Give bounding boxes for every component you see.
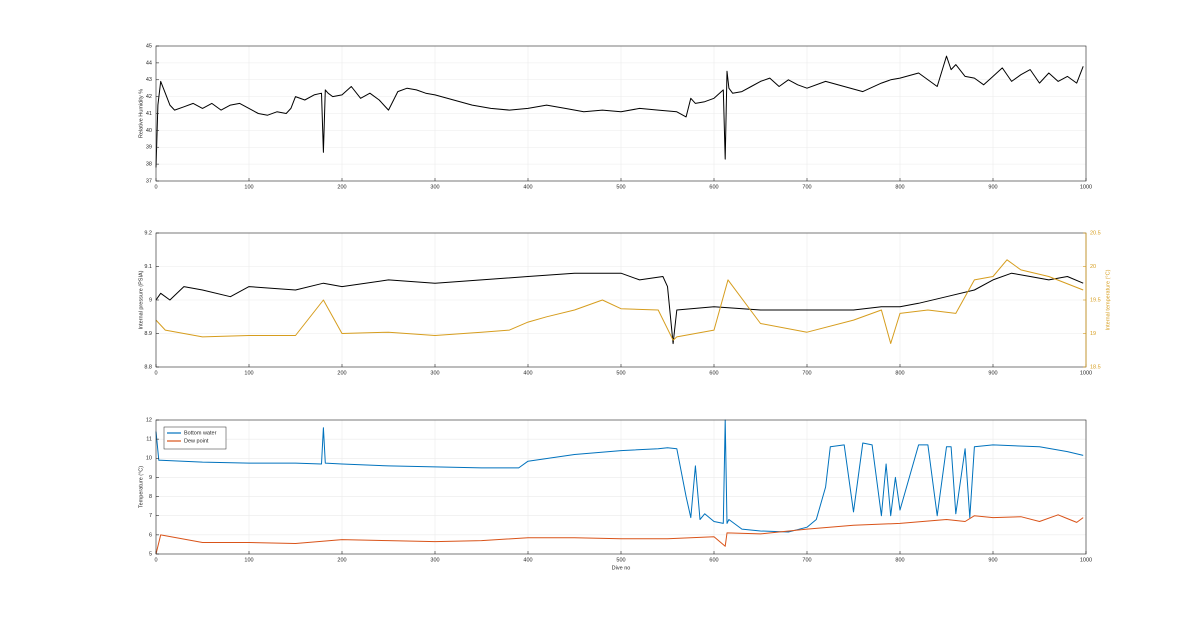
y-tick-label: 38 — [146, 162, 152, 168]
series-line-2-1 — [155, 272, 1084, 345]
x-tick-label: 0 — [154, 184, 157, 190]
x-tick-label: 900 — [988, 557, 997, 563]
x-tick-label: 900 — [988, 370, 997, 376]
y-tick-label: 41 — [146, 111, 152, 117]
x-tick-label: 200 — [337, 557, 346, 563]
x-tick-label: 800 — [895, 370, 904, 376]
y-tick-label: 8.8 — [144, 364, 152, 370]
y-axis-label: Internal pressure (PSIA) — [138, 270, 144, 329]
x-tick-label: 300 — [430, 370, 439, 376]
legend-label: Bottom water — [184, 430, 217, 436]
y-tick-label: 5 — [149, 551, 152, 557]
y-tick-label: 44 — [146, 60, 152, 66]
x-tick-label: 0 — [154, 557, 157, 563]
x-tick-label: 100 — [244, 370, 253, 376]
y-tick-label: 8 — [149, 494, 152, 500]
y-tick-label: 45 — [146, 43, 152, 49]
x-tick-label: 400 — [523, 557, 532, 563]
series-line-1-1 — [155, 55, 1084, 168]
x-tick-label: 800 — [895, 557, 904, 563]
y-tick-label: 37 — [146, 178, 152, 184]
legend-label: Dew point — [184, 438, 209, 444]
y-tick-label: 9.1 — [144, 264, 152, 270]
y-tick-label: 6 — [149, 532, 152, 538]
y-right-tick-label: 19 — [1090, 331, 1096, 337]
y-tick-label: 40 — [146, 128, 152, 134]
y-tick-label: 9 — [149, 297, 152, 303]
x-tick-label: 300 — [430, 184, 439, 190]
x-tick-label: 1000 — [1080, 184, 1092, 190]
x-tick-label: 800 — [895, 184, 904, 190]
y-right-tick-label: 18.5 — [1090, 364, 1101, 370]
x-tick-label: 600 — [709, 184, 718, 190]
y-axis-label: Temperature (°C) — [138, 466, 144, 508]
x-tick-label: 1000 — [1080, 557, 1092, 563]
y-axis-label: Relative Humidity % — [138, 89, 144, 138]
y-right-tick-label: 20.5 — [1090, 230, 1101, 236]
x-tick-label: 500 — [616, 557, 625, 563]
x-tick-label: 1000 — [1080, 370, 1092, 376]
x-tick-label: 300 — [430, 557, 439, 563]
x-tick-label: 500 — [616, 370, 625, 376]
series-line-2-2 — [155, 259, 1084, 344]
x-tick-label: 400 — [523, 370, 532, 376]
y-right-tick-label: 20 — [1090, 264, 1096, 270]
y-tick-label: 10 — [146, 456, 152, 462]
y-tick-label: 8.9 — [144, 331, 152, 337]
x-tick-label: 900 — [988, 184, 997, 190]
x-tick-label: 600 — [709, 557, 718, 563]
x-tick-label: 700 — [802, 557, 811, 563]
x-tick-label: 700 — [802, 370, 811, 376]
y-right-tick-label: 19.5 — [1090, 297, 1101, 303]
chart-panel-2: 0 100 200 300 400 500 600 700 800 900 1000 8.8 8.9 9 9… — [138, 230, 1111, 376]
x-tick-label: 200 — [337, 184, 346, 190]
y-tick-label: 42 — [146, 94, 152, 100]
x-tick-label: 600 — [709, 370, 718, 376]
x-tick-label: 500 — [616, 184, 625, 190]
x-tick-label: 200 — [337, 370, 346, 376]
x-axis-label: Dive no — [612, 565, 631, 571]
y-tick-label: 9.2 — [144, 230, 152, 236]
series-line-bottom-water — [155, 419, 1084, 533]
y-tick-label: 43 — [146, 77, 152, 83]
x-tick-label: 100 — [244, 184, 253, 190]
y-tick-label: 39 — [146, 145, 152, 151]
x-tick-label: 0 — [154, 370, 157, 376]
chart-panel-3: 0 100 200 300 400 500 600 700 800 900 1000 5 6 7 8 9 10 1… — [138, 417, 1092, 571]
y-tick-label: 11 — [146, 437, 152, 443]
x-tick-label: 100 — [244, 557, 253, 563]
x-tick-label: 400 — [523, 184, 532, 190]
y-right-axis-label: Internal temperature (°C) — [1105, 269, 1111, 330]
chart-panel-1: 0 100 200 300 400 500 600 700 800 900 1000 37 38 39 40… — [138, 43, 1092, 190]
x-tick-label: 700 — [802, 184, 811, 190]
y-tick-label: 12 — [146, 417, 152, 423]
series-line-dew-point — [155, 514, 1084, 555]
y-tick-label: 7 — [149, 513, 152, 519]
y-tick-label: 9 — [149, 475, 152, 481]
